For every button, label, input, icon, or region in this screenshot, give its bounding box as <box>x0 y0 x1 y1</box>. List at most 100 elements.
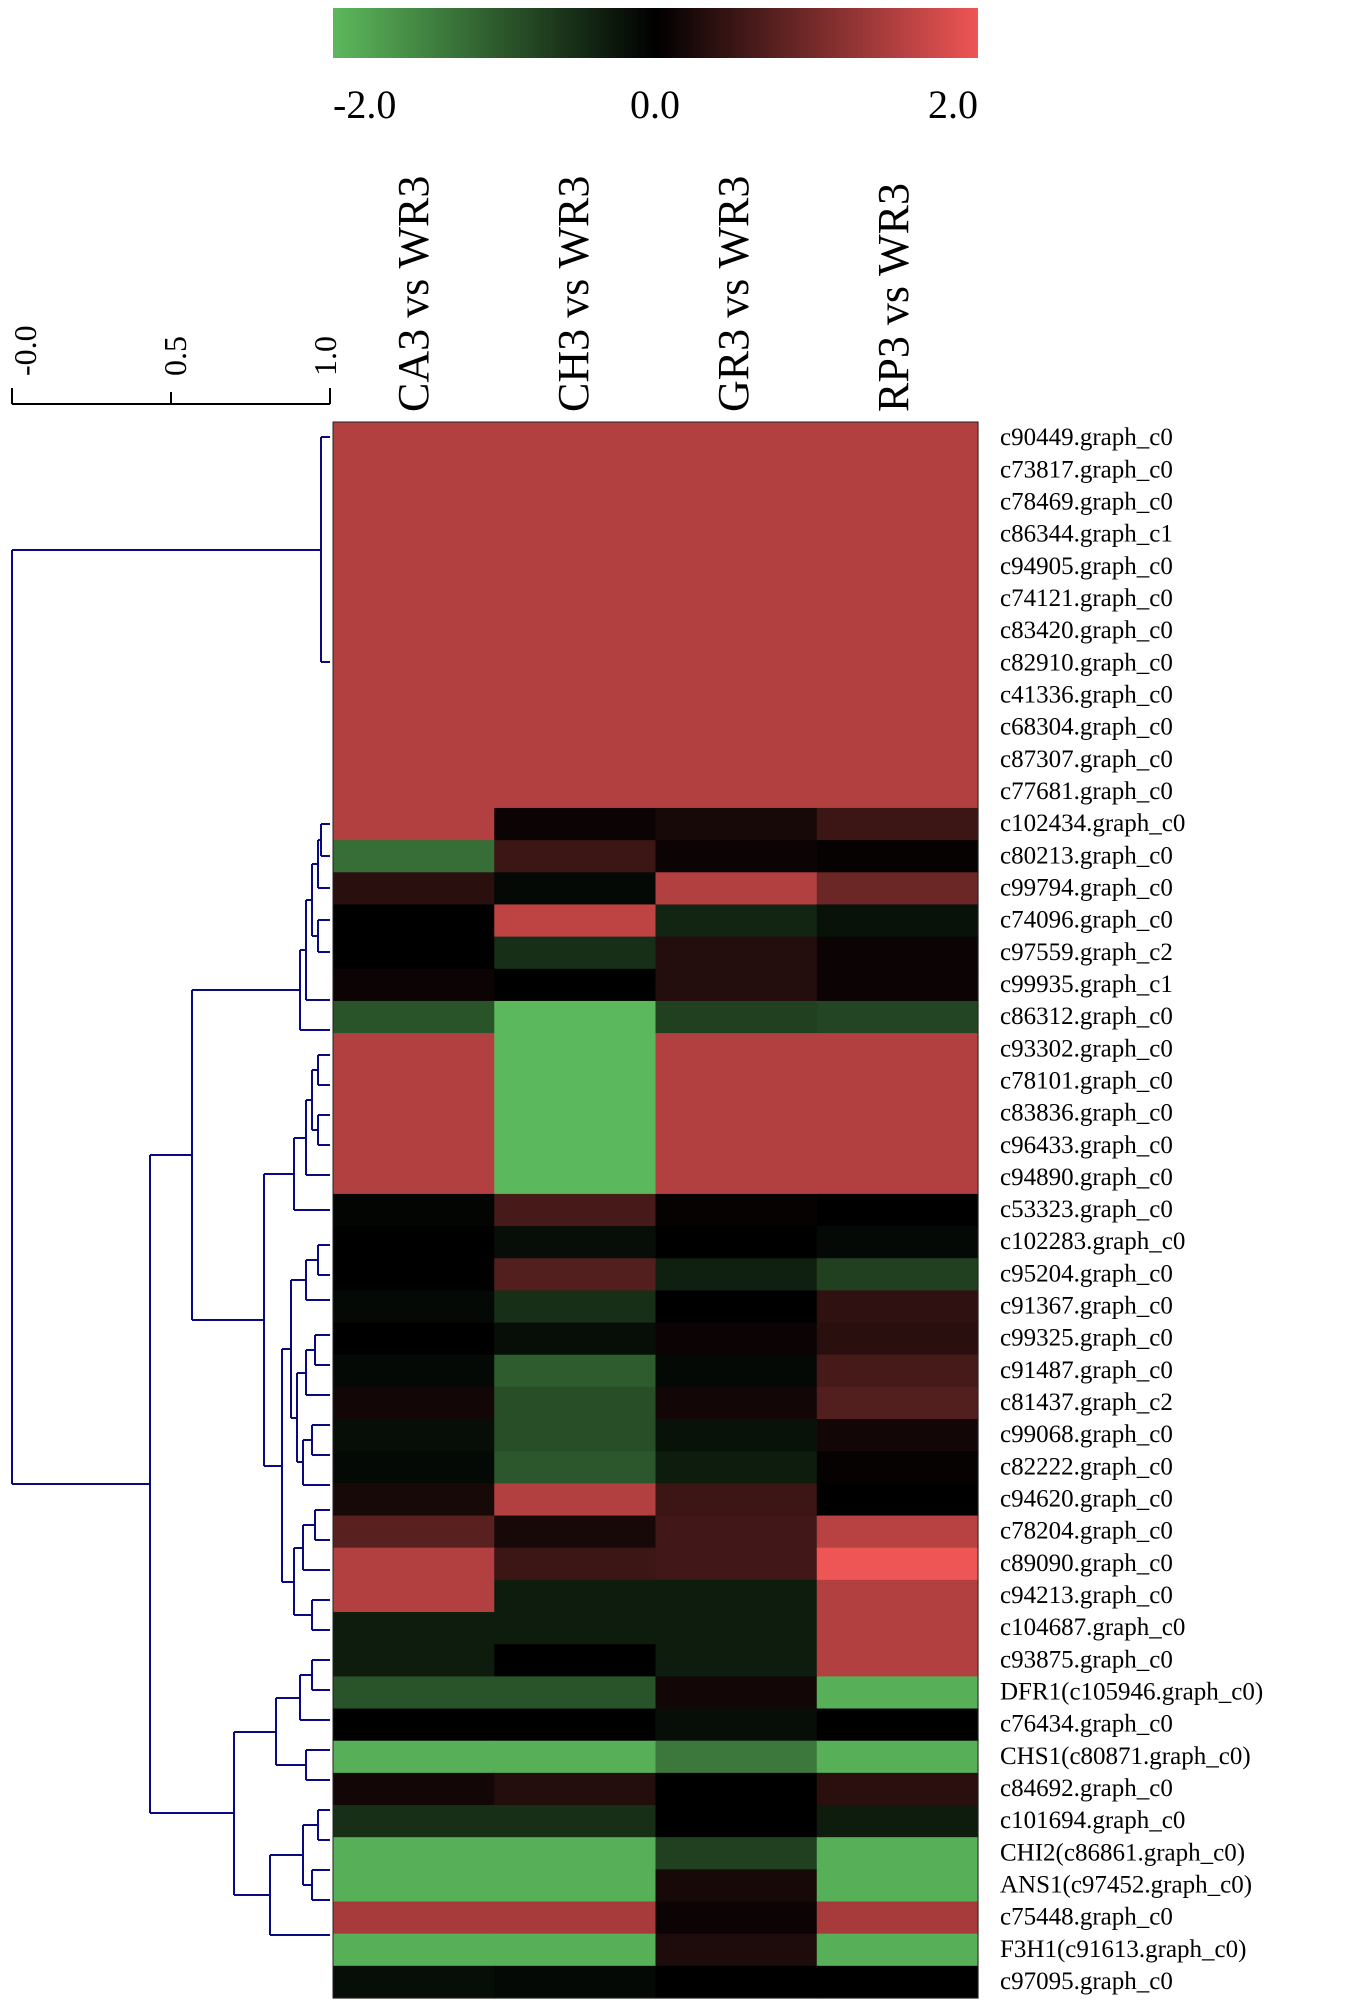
heatmap-cell <box>655 1097 818 1131</box>
row-label: c94905.graph_c0 <box>1000 553 1173 580</box>
heatmap-cell <box>655 486 818 520</box>
heatmap-cell <box>816 1129 979 1163</box>
heatmap-cell <box>816 1193 979 1227</box>
heatmap-cell <box>816 518 979 552</box>
row-label: c77681.graph_c0 <box>1000 778 1173 805</box>
heatmap-cell <box>494 1129 657 1163</box>
row-label: c102283.graph_c0 <box>1000 1228 1185 1255</box>
row-label: c75448.graph_c0 <box>1000 1904 1173 1931</box>
row-label: c91487.graph_c0 <box>1000 1357 1173 1384</box>
heatmap-cell <box>655 1419 818 1452</box>
heatmap-cell <box>816 1515 979 1549</box>
heatmap-cell <box>333 1547 495 1581</box>
heatmap-cell <box>816 711 979 745</box>
heatmap-cell <box>655 1290 818 1324</box>
heatmap-cell <box>333 1322 495 1356</box>
heatmap-cell <box>655 968 818 1002</box>
heatmap-cell <box>494 422 657 455</box>
heatmap-cell <box>494 1000 657 1034</box>
heatmap-cell <box>494 1097 657 1131</box>
heatmap-cell <box>655 1708 818 1742</box>
heatmap-cell <box>816 1258 979 1291</box>
row-label: c73817.graph_c0 <box>1000 456 1173 483</box>
heatmap-cell <box>494 1258 657 1291</box>
heatmap-cell <box>494 486 657 520</box>
heatmap-cell <box>655 1129 818 1163</box>
heatmap-border <box>332 421 979 1999</box>
heatmap-cell <box>494 1322 657 1356</box>
heatmap-cell <box>816 807 979 841</box>
heatmap-cell <box>816 582 979 616</box>
row-label: c82910.graph_c0 <box>1000 649 1173 676</box>
heatmap-cell <box>494 1161 657 1195</box>
heatmap-cell <box>494 1354 657 1388</box>
heatmap-cell <box>333 1772 495 1806</box>
heatmap-cell <box>494 1869 657 1903</box>
row-label: c68304.graph_c0 <box>1000 714 1173 741</box>
heatmap-cell <box>655 1515 818 1549</box>
heatmap-cell <box>655 1354 818 1388</box>
heatmap-cell <box>333 1644 495 1677</box>
heatmap-cell <box>494 968 657 1002</box>
heatmap-cell <box>655 582 818 616</box>
heatmap-cell <box>816 1579 979 1613</box>
heatmap-cell <box>816 1805 979 1838</box>
heatmap-cell <box>333 1129 495 1163</box>
heatmap-cell <box>333 1290 495 1324</box>
heatmap-cell <box>655 1612 818 1645</box>
row-label: c99325.graph_c0 <box>1000 1325 1173 1352</box>
heatmap-cell <box>494 807 657 841</box>
heatmap-cell <box>816 1740 979 1774</box>
heatmap-cell <box>655 1226 818 1259</box>
heatmap-cell <box>494 614 657 648</box>
row-label: F3H1(c91613.graph_c0) <box>1000 1936 1246 1963</box>
heatmap-cell <box>655 1161 818 1195</box>
heatmap-cell <box>655 775 818 809</box>
heatmap-cell <box>333 1033 495 1066</box>
row-label: c87307.graph_c0 <box>1000 746 1173 773</box>
heatmap-cells <box>332 421 979 1999</box>
column-label: CA3 vs WR3 <box>389 176 438 412</box>
heatmap-cell <box>816 904 979 938</box>
row-label: c94620.graph_c0 <box>1000 1486 1173 1513</box>
heatmap-cell <box>816 486 979 520</box>
heatmap-cell <box>333 775 495 809</box>
heatmap-cell <box>494 1772 657 1806</box>
heatmap-cell <box>494 1805 657 1838</box>
row-label: c81437.graph_c2 <box>1000 1389 1173 1416</box>
heatmap-cell <box>816 422 979 455</box>
row-label: c90449.graph_c0 <box>1000 424 1173 451</box>
heatmap-cell <box>333 1933 495 1967</box>
heatmap-cell <box>494 1451 657 1484</box>
heatmap-cell <box>816 1708 979 1742</box>
heatmap-cell <box>333 550 495 584</box>
heatmap-cell <box>333 1065 495 1099</box>
heatmap-cell <box>816 454 979 487</box>
heatmap-cell <box>494 743 657 777</box>
heatmap-cell <box>494 1193 657 1227</box>
row-label: CHS1(c80871.graph_c0) <box>1000 1743 1251 1770</box>
row-label: c83836.graph_c0 <box>1000 1100 1173 1127</box>
heatmap-cell <box>655 711 818 745</box>
heatmap-cell <box>816 1676 979 1710</box>
heatmap-cell <box>333 1000 495 1034</box>
row-label: c74121.graph_c0 <box>1000 585 1173 612</box>
heatmap-cell <box>816 1772 979 1806</box>
row-label: c94890.graph_c0 <box>1000 1164 1173 1191</box>
heatmap-cell <box>494 1290 657 1324</box>
heatmap-cell <box>655 1033 818 1066</box>
heatmap-cell <box>333 743 495 777</box>
heatmap-cell <box>655 1869 818 1903</box>
heatmap-cell <box>816 1933 979 1967</box>
heatmap-cell <box>333 1612 495 1645</box>
heatmap-cell <box>494 1515 657 1549</box>
heatmap-cell <box>494 1740 657 1774</box>
row-label: c41336.graph_c0 <box>1000 681 1173 708</box>
heatmap-cell <box>494 775 657 809</box>
heatmap-cell <box>816 1322 979 1356</box>
heatmap-cell <box>333 936 495 970</box>
row-label: c74096.graph_c0 <box>1000 907 1173 934</box>
heatmap-cell <box>816 1451 979 1484</box>
heatmap-cell <box>333 1740 495 1774</box>
heatmap-cell <box>333 1419 495 1452</box>
